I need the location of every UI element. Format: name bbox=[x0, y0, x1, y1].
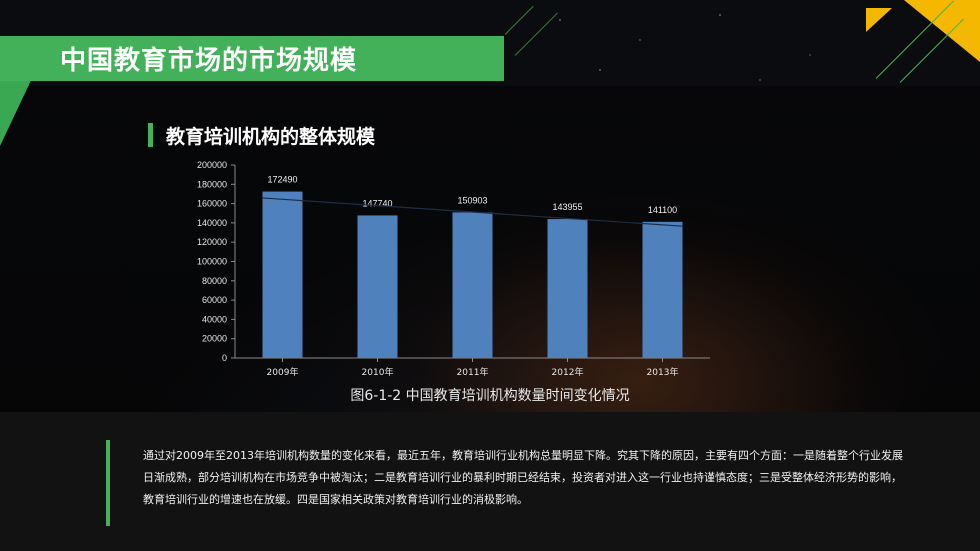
y-tick-label: 200000 bbox=[197, 160, 227, 170]
data-label: 141100 bbox=[648, 205, 677, 215]
y-tick-label: 140000 bbox=[197, 218, 227, 228]
yellow-triangle-decoration bbox=[866, 8, 892, 32]
x-tick-label: 2012年 bbox=[552, 366, 584, 378]
y-tick-label: 20000 bbox=[202, 334, 227, 344]
data-label: 143955 bbox=[552, 202, 582, 212]
data-label: 150903 bbox=[457, 195, 487, 205]
data-label: 147740 bbox=[362, 198, 392, 208]
chart-caption: 图6-1-2 中国教育培训机构数量时间变化情况 bbox=[350, 388, 630, 404]
y-tick-label: 160000 bbox=[197, 199, 227, 209]
y-tick-label: 40000 bbox=[202, 314, 227, 324]
x-tick-label: 2011年 bbox=[457, 366, 489, 378]
body-paragraph: 通过对2009年至2013年培训机构数量的变化来看，最近五年，教育培训行业机构总… bbox=[143, 449, 903, 506]
y-tick-label: 180000 bbox=[197, 179, 227, 189]
paragraph-marker bbox=[106, 440, 110, 526]
bar bbox=[452, 212, 493, 358]
bar bbox=[547, 219, 588, 358]
bar bbox=[357, 215, 398, 358]
page-title: 中国教育市场的市场规模 bbox=[60, 46, 358, 76]
section-marker bbox=[148, 123, 153, 147]
trend-line bbox=[262, 197, 683, 227]
bar bbox=[642, 221, 683, 358]
x-tick-label: 2013年 bbox=[647, 366, 679, 378]
title-banner bbox=[0, 36, 504, 81]
data-label: 172490 bbox=[267, 175, 297, 185]
y-tick-label: 80000 bbox=[202, 276, 227, 286]
y-tick-label: 0 bbox=[222, 353, 227, 363]
section-title: 教育培训机构的整体规模 bbox=[166, 126, 376, 148]
bar-chart: 0 20000 40000 60000 80000 100000 120000 140000 1… bbox=[197, 160, 710, 378]
x-tick-label: 2009年 bbox=[267, 366, 299, 378]
y-tick-label: 60000 bbox=[202, 295, 227, 305]
x-tick-label: 2010年 bbox=[362, 366, 394, 378]
yellow-corner-decoration bbox=[904, 0, 980, 62]
bar bbox=[262, 191, 303, 358]
text-panel bbox=[0, 412, 980, 551]
y-tick-label: 100000 bbox=[197, 257, 227, 267]
y-tick-label: 120000 bbox=[197, 237, 227, 247]
